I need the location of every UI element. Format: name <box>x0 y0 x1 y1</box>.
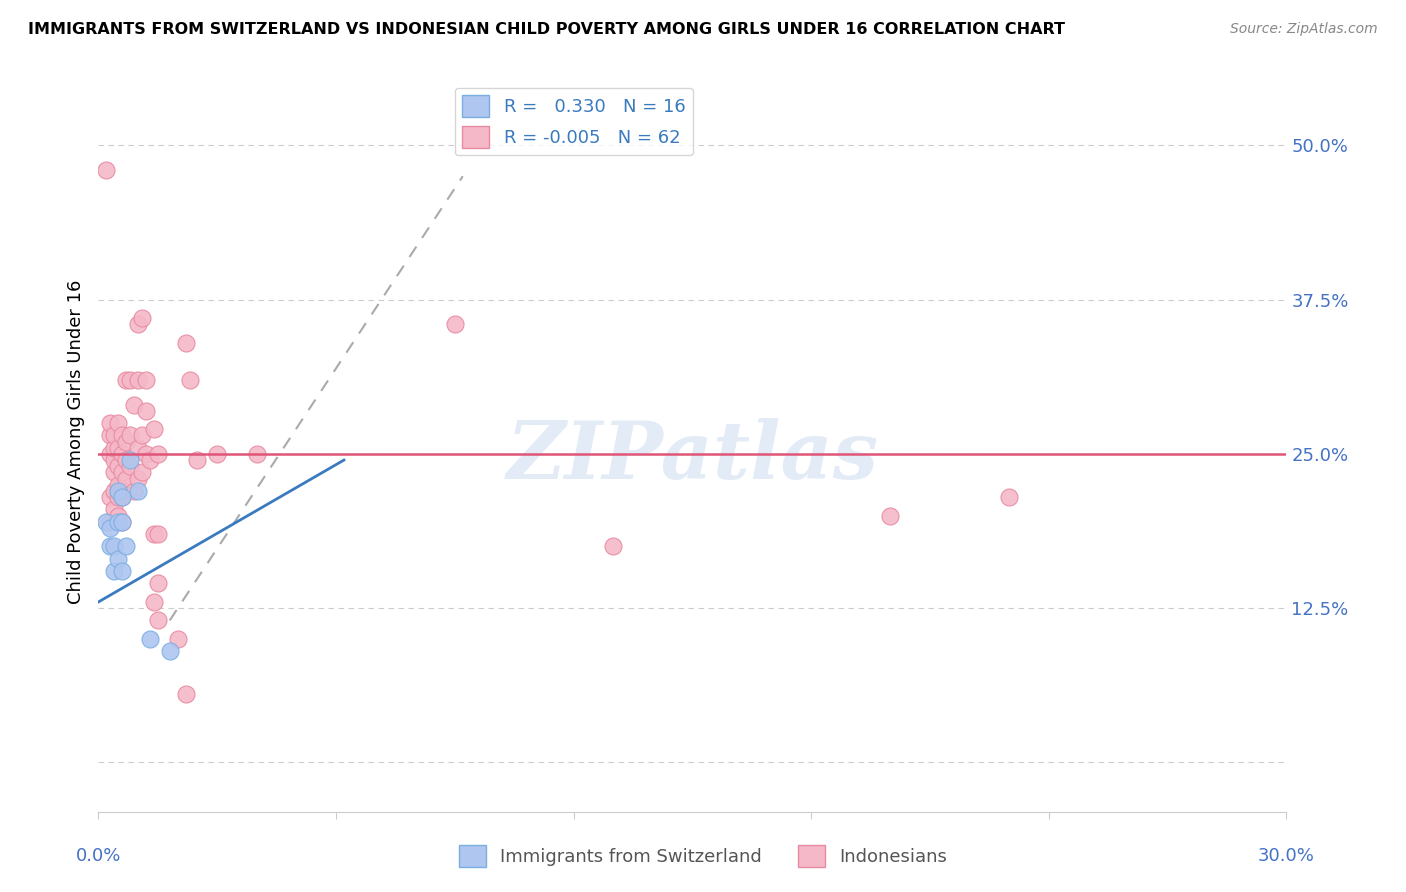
Point <box>131 428 153 442</box>
Point <box>107 416 129 430</box>
Text: 0.0%: 0.0% <box>76 847 121 864</box>
Point <box>159 644 181 658</box>
Point <box>103 564 125 578</box>
Point <box>111 466 134 480</box>
Point <box>111 515 134 529</box>
Point <box>135 373 157 387</box>
Point <box>107 459 129 474</box>
Point <box>103 428 125 442</box>
Point <box>122 398 145 412</box>
Point <box>111 447 134 461</box>
Point <box>103 502 125 516</box>
Point <box>135 447 157 461</box>
Point <box>127 373 149 387</box>
Point <box>174 688 197 702</box>
Point <box>111 428 134 442</box>
Legend: Immigrants from Switzerland, Indonesians: Immigrants from Switzerland, Indonesians <box>451 838 955 874</box>
Point <box>142 527 165 541</box>
Text: 30.0%: 30.0% <box>1258 847 1315 864</box>
Point <box>107 477 129 491</box>
Point <box>166 632 188 646</box>
Y-axis label: Child Poverty Among Girls Under 16: Child Poverty Among Girls Under 16 <box>66 279 84 604</box>
Point <box>115 453 138 467</box>
Point <box>120 453 142 467</box>
Point <box>107 490 129 504</box>
Point <box>142 422 165 436</box>
Point <box>111 490 134 504</box>
Point <box>103 540 125 554</box>
Point <box>127 441 149 455</box>
Point <box>98 447 121 461</box>
Point <box>115 434 138 449</box>
Point <box>174 335 197 350</box>
Point <box>107 508 129 523</box>
Point <box>120 373 142 387</box>
Point <box>998 490 1021 504</box>
Point <box>111 515 134 529</box>
Point <box>98 428 121 442</box>
Point <box>146 447 169 461</box>
Point <box>107 441 129 455</box>
Point <box>96 163 118 178</box>
Point <box>111 490 134 504</box>
Point <box>103 441 125 455</box>
Point <box>146 576 169 591</box>
Point <box>120 459 142 474</box>
Point <box>107 515 129 529</box>
Point <box>103 466 125 480</box>
Point <box>96 515 118 529</box>
Point <box>135 403 157 417</box>
Point <box>98 521 121 535</box>
Point <box>139 453 162 467</box>
Point <box>146 527 169 541</box>
Point <box>115 373 138 387</box>
Text: Source: ZipAtlas.com: Source: ZipAtlas.com <box>1230 22 1378 37</box>
Point <box>98 416 121 430</box>
Point <box>120 428 142 442</box>
Point <box>186 453 208 467</box>
Point <box>246 447 269 461</box>
Point <box>139 632 162 646</box>
Point <box>98 540 121 554</box>
Point <box>111 564 134 578</box>
Text: ZIPatlas: ZIPatlas <box>506 417 879 495</box>
Point <box>131 466 153 480</box>
Point <box>122 483 145 498</box>
Point <box>107 551 129 566</box>
Point <box>131 311 153 326</box>
Point <box>111 483 134 498</box>
Point <box>146 614 169 628</box>
Point <box>98 515 121 529</box>
Point <box>115 540 138 554</box>
Point <box>127 318 149 332</box>
Point <box>179 373 201 387</box>
Point <box>127 483 149 498</box>
Point <box>103 483 125 498</box>
Point <box>879 508 901 523</box>
Legend: R =   0.330   N = 16, R = -0.005   N = 62: R = 0.330 N = 16, R = -0.005 N = 62 <box>454 87 693 155</box>
Point <box>602 540 624 554</box>
Point <box>98 490 121 504</box>
Text: IMMIGRANTS FROM SWITZERLAND VS INDONESIAN CHILD POVERTY AMONG GIRLS UNDER 16 COR: IMMIGRANTS FROM SWITZERLAND VS INDONESIA… <box>28 22 1066 37</box>
Point <box>142 595 165 609</box>
Point <box>444 318 467 332</box>
Point <box>115 471 138 485</box>
Point <box>127 471 149 485</box>
Point <box>103 453 125 467</box>
Point <box>107 483 129 498</box>
Point <box>205 447 228 461</box>
